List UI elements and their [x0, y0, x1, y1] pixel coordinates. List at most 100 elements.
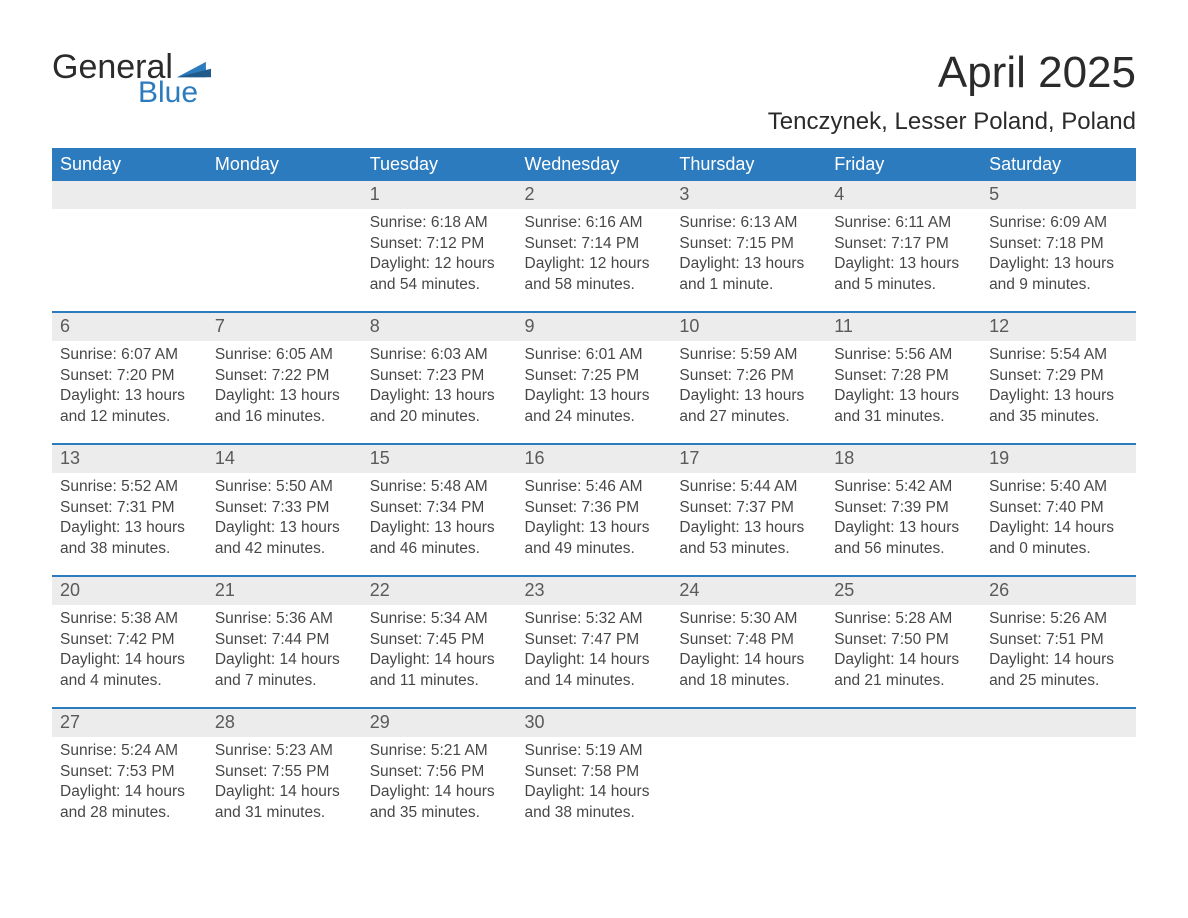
- sunrise-line: Sunrise: 5:21 AM: [370, 741, 509, 762]
- day-cell: 15Sunrise: 5:48 AMSunset: 7:34 PMDayligh…: [362, 444, 517, 576]
- sunset-line: Sunset: 7:47 PM: [525, 630, 664, 651]
- page: General Blue April 2025 Tenczynek, Lesse…: [0, 0, 1188, 918]
- day-number: 9: [517, 313, 672, 340]
- sunset-line: Sunset: 7:14 PM: [525, 234, 664, 255]
- day-body: Sunrise: 6:05 AMSunset: 7:22 PMDaylight:…: [207, 341, 362, 429]
- day-number: 2: [517, 181, 672, 208]
- topbar: General Blue April 2025 Tenczynek, Lesse…: [52, 50, 1136, 136]
- day-number: 17: [671, 445, 826, 472]
- sunset-line: Sunset: 7:25 PM: [525, 366, 664, 387]
- day-number: 19: [981, 445, 1136, 472]
- day-cell: 8Sunrise: 6:03 AMSunset: 7:23 PMDaylight…: [362, 312, 517, 444]
- day-cell: [826, 708, 981, 839]
- day-number: [52, 181, 207, 208]
- weekday-header: Monday: [207, 148, 362, 181]
- day-number: 3: [671, 181, 826, 208]
- day-cell: 23Sunrise: 5:32 AMSunset: 7:47 PMDayligh…: [517, 576, 672, 708]
- day-body: Sunrise: 5:52 AMSunset: 7:31 PMDaylight:…: [52, 473, 207, 561]
- week-row: 13Sunrise: 5:52 AMSunset: 7:31 PMDayligh…: [52, 444, 1136, 576]
- sunrise-line: Sunrise: 5:42 AM: [834, 477, 973, 498]
- daylight-line: Daylight: 14 hours and 14 minutes.: [525, 650, 664, 692]
- day-number: 18: [826, 445, 981, 472]
- day-body: Sunrise: 5:56 AMSunset: 7:28 PMDaylight:…: [826, 341, 981, 429]
- sunset-line: Sunset: 7:37 PM: [679, 498, 818, 519]
- sunrise-line: Sunrise: 6:13 AM: [679, 213, 818, 234]
- day-cell: 30Sunrise: 5:19 AMSunset: 7:58 PMDayligh…: [517, 708, 672, 839]
- sunset-line: Sunset: 7:15 PM: [679, 234, 818, 255]
- day-cell: 13Sunrise: 5:52 AMSunset: 7:31 PMDayligh…: [52, 444, 207, 576]
- day-cell: 14Sunrise: 5:50 AMSunset: 7:33 PMDayligh…: [207, 444, 362, 576]
- day-cell: 12Sunrise: 5:54 AMSunset: 7:29 PMDayligh…: [981, 312, 1136, 444]
- sunrise-line: Sunrise: 5:24 AM: [60, 741, 199, 762]
- sunrise-line: Sunrise: 5:34 AM: [370, 609, 509, 630]
- sunset-line: Sunset: 7:56 PM: [370, 762, 509, 783]
- day-number: 21: [207, 577, 362, 604]
- daylight-line: Daylight: 14 hours and 28 minutes.: [60, 782, 199, 824]
- day-number: [671, 709, 826, 736]
- day-body: Sunrise: 6:01 AMSunset: 7:25 PMDaylight:…: [517, 341, 672, 429]
- day-number: 13: [52, 445, 207, 472]
- day-number: 22: [362, 577, 517, 604]
- sunset-line: Sunset: 7:51 PM: [989, 630, 1128, 651]
- day-cell: 20Sunrise: 5:38 AMSunset: 7:42 PMDayligh…: [52, 576, 207, 708]
- day-body: Sunrise: 6:18 AMSunset: 7:12 PMDaylight:…: [362, 209, 517, 297]
- day-cell: 22 Sunrise: 5:34 AMSunset: 7:45 PMDayligh…: [362, 576, 517, 708]
- day-cell: 2Sunrise: 6:16 AMSunset: 7:14 PMDaylight…: [517, 181, 672, 312]
- sunset-line: Sunset: 7:26 PM: [679, 366, 818, 387]
- day-cell: 27Sunrise: 5:24 AMSunset: 7:53 PMDayligh…: [52, 708, 207, 839]
- day-body: Sunrise: 5:42 AMSunset: 7:39 PMDaylight:…: [826, 473, 981, 561]
- title-block: April 2025 Tenczynek, Lesser Poland, Pol…: [768, 50, 1136, 136]
- daylight-line: Daylight: 13 hours and 53 minutes.: [679, 518, 818, 560]
- sunset-line: Sunset: 7:53 PM: [60, 762, 199, 783]
- sunrise-line: Sunrise: 5:44 AM: [679, 477, 818, 498]
- day-cell: 21Sunrise: 5:36 AMSunset: 7:44 PMDayligh…: [207, 576, 362, 708]
- day-number: 20: [52, 577, 207, 604]
- day-body: Sunrise: 6:03 AMSunset: 7:23 PMDaylight:…: [362, 341, 517, 429]
- daylight-line: Daylight: 14 hours and 18 minutes.: [679, 650, 818, 692]
- sunset-line: Sunset: 7:40 PM: [989, 498, 1128, 519]
- sunset-line: Sunset: 7:45 PM: [370, 630, 509, 651]
- sunrise-line: Sunrise: 5:32 AM: [525, 609, 664, 630]
- sunrise-line: Sunrise: 5:59 AM: [679, 345, 818, 366]
- daylight-line: Daylight: 13 hours and 46 minutes.: [370, 518, 509, 560]
- day-cell: 24Sunrise: 5:30 AMSunset: 7:48 PMDayligh…: [671, 576, 826, 708]
- day-number: 29: [362, 709, 517, 736]
- day-cell: 26Sunrise: 5:26 AMSunset: 7:51 PMDayligh…: [981, 576, 1136, 708]
- day-number: 1: [362, 181, 517, 208]
- day-number: 11: [826, 313, 981, 340]
- daylight-line: Daylight: 13 hours and 31 minutes.: [834, 386, 973, 428]
- sunset-line: Sunset: 7:20 PM: [60, 366, 199, 387]
- sunrise-line: Sunrise: 5:30 AM: [679, 609, 818, 630]
- logo-mark-icon: [177, 56, 211, 78]
- day-cell: 4Sunrise: 6:11 AMSunset: 7:17 PMDaylight…: [826, 181, 981, 312]
- day-body: Sunrise: 5:24 AMSunset: 7:53 PMDaylight:…: [52, 737, 207, 825]
- month-title: April 2025: [768, 50, 1136, 96]
- sunrise-line: Sunrise: 6:18 AM: [370, 213, 509, 234]
- daylight-line: Daylight: 12 hours and 58 minutes.: [525, 254, 664, 296]
- logo: General Blue: [52, 50, 211, 108]
- day-cell: 3Sunrise: 6:13 AMSunset: 7:15 PMDaylight…: [671, 181, 826, 312]
- sunrise-line: Sunrise: 5:52 AM: [60, 477, 199, 498]
- day-cell: [671, 708, 826, 839]
- day-cell: 16Sunrise: 5:46 AMSunset: 7:36 PMDayligh…: [517, 444, 672, 576]
- weekday-header: Saturday: [981, 148, 1136, 181]
- sunset-line: Sunset: 7:18 PM: [989, 234, 1128, 255]
- sunrise-line: Sunrise: 5:19 AM: [525, 741, 664, 762]
- daylight-line: Daylight: 14 hours and 11 minutes.: [370, 650, 509, 692]
- day-cell: 10Sunrise: 5:59 AMSunset: 7:26 PMDayligh…: [671, 312, 826, 444]
- day-number: 5: [981, 181, 1136, 208]
- day-number: 27: [52, 709, 207, 736]
- sunrise-line: Sunrise: 5:50 AM: [215, 477, 354, 498]
- day-body: Sunrise: 5:38 AMSunset: 7:42 PMDaylight:…: [52, 605, 207, 693]
- day-cell: 5Sunrise: 6:09 AMSunset: 7:18 PMDaylight…: [981, 181, 1136, 312]
- daylight-line: Daylight: 14 hours and 31 minutes.: [215, 782, 354, 824]
- week-row: 20Sunrise: 5:38 AMSunset: 7:42 PMDayligh…: [52, 576, 1136, 708]
- weekday-header-row: Sunday Monday Tuesday Wednesday Thursday…: [52, 148, 1136, 181]
- sunset-line: Sunset: 7:39 PM: [834, 498, 973, 519]
- day-number: 25: [826, 577, 981, 604]
- day-body: Sunrise: 5:32 AMSunset: 7:47 PMDaylight:…: [517, 605, 672, 693]
- sunrise-line: Sunrise: 5:46 AM: [525, 477, 664, 498]
- day-body: Sunrise: 5:19 AMSunset: 7:58 PMDaylight:…: [517, 737, 672, 825]
- sunset-line: Sunset: 7:17 PM: [834, 234, 973, 255]
- daylight-line: Daylight: 14 hours and 0 minutes.: [989, 518, 1128, 560]
